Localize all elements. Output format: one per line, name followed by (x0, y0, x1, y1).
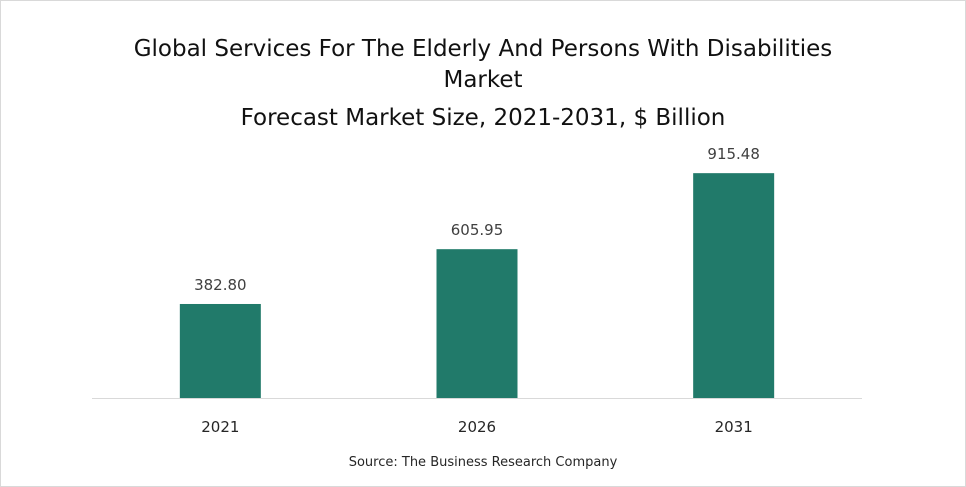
data-label-2021: 382.80 (194, 276, 247, 294)
bar-2026 (436, 249, 518, 398)
chart-title-line2: Market (443, 67, 523, 93)
x-tick-2026: 2026 (458, 418, 496, 436)
x-tick-labels: 2021 2026 2031 (201, 418, 753, 436)
x-tick-2031: 2031 (715, 418, 753, 436)
bars-layer: 382.80 605.95 915.48 (179, 145, 775, 398)
x-tick-2021: 2021 (201, 418, 239, 436)
data-label-2026: 605.95 (451, 221, 504, 239)
data-label-2031: 915.48 (707, 145, 760, 163)
chart-title-line1: Global Services For The Elderly And Pers… (133, 36, 833, 62)
bar-2031 (693, 173, 775, 398)
bar-2021 (179, 303, 261, 398)
source-note: Source: The Business Research Company (348, 455, 618, 470)
chart-subtitle: Forecast Market Size, 2021-2031, $ Billi… (240, 105, 726, 131)
